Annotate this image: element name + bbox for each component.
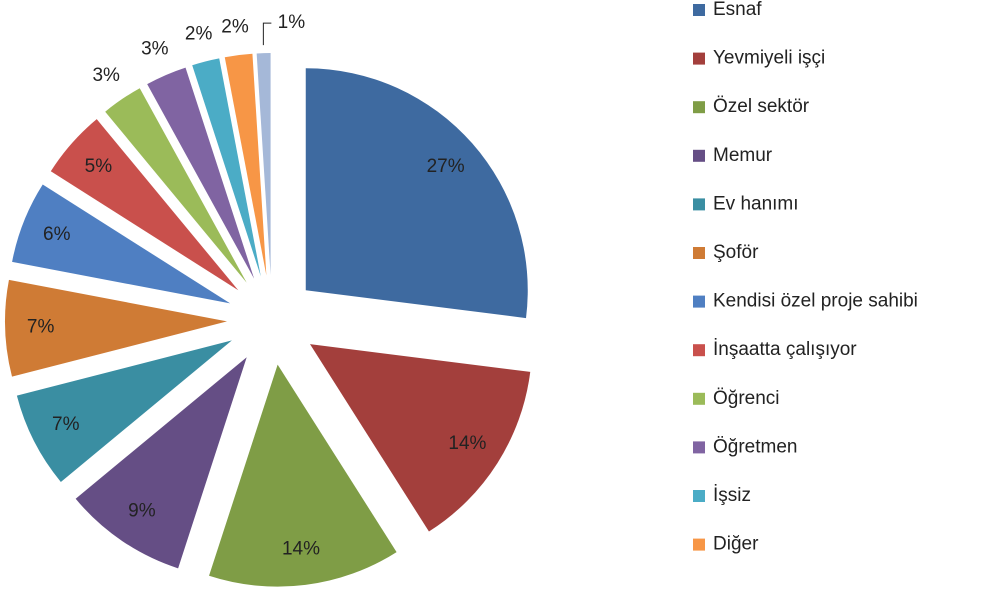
- pie-slice: [309, 344, 531, 532]
- data-label: 14%: [282, 539, 320, 560]
- legend-label: Yevmiyeli işçi: [713, 48, 825, 69]
- pie-slice: [12, 184, 231, 304]
- legend-label: Ev hanımı: [713, 193, 799, 214]
- data-label: 2%: [221, 16, 249, 37]
- legend-label: İşsiz: [713, 485, 751, 506]
- legend-label: Şoför: [713, 242, 759, 263]
- data-label: 2%: [185, 23, 213, 44]
- data-label: 1%: [278, 12, 306, 33]
- legend-swatch: [693, 198, 705, 211]
- legend-label: Diğer: [713, 534, 759, 555]
- data-label: 5%: [85, 156, 113, 177]
- pie-slice: [305, 68, 528, 319]
- legend-label: Kendisi özel proje sahibi: [713, 291, 918, 312]
- data-label: 14%: [448, 433, 486, 454]
- legend-swatch: [693, 538, 705, 551]
- legend-swatch: [693, 101, 705, 114]
- legend-label: Öğretmen: [713, 436, 797, 457]
- legend-label: Esnaf: [713, 0, 762, 20]
- pie-slice: [209, 364, 397, 587]
- legend-swatch: [693, 52, 705, 65]
- pie-slice: [256, 53, 271, 276]
- pie-slice: [75, 357, 247, 569]
- pie-slice: [147, 67, 255, 279]
- legend-label: Memur: [713, 145, 773, 166]
- legend-swatch: [693, 149, 705, 162]
- legend-label: İnşaatta çalışıyor: [713, 339, 857, 360]
- pie-slice: [16, 340, 232, 482]
- data-label: 9%: [128, 500, 156, 521]
- legend-swatch: [693, 247, 705, 259]
- legend-swatch: [693, 392, 705, 405]
- legend-swatch: [693, 295, 705, 308]
- pie-slice: [5, 279, 228, 377]
- pie-slice: [224, 53, 267, 276]
- legend-label: Öğrenci: [713, 388, 780, 409]
- data-label: 7%: [27, 316, 55, 337]
- legend-swatch: [693, 4, 705, 16]
- data-label: 6%: [43, 224, 71, 245]
- pie-slice: [192, 58, 261, 277]
- data-label: 27%: [427, 156, 465, 177]
- legend-label: Özel sektör: [713, 96, 810, 117]
- legend-swatch: [693, 490, 705, 502]
- leader-line: [262, 22, 272, 46]
- pie-slice: [105, 88, 247, 283]
- data-label: 7%: [52, 414, 80, 435]
- data-label: 3%: [92, 65, 120, 86]
- legend-swatch: [693, 441, 705, 454]
- pie-slice: [50, 119, 239, 291]
- data-label: 3%: [141, 38, 169, 59]
- legend-swatch: [693, 344, 705, 357]
